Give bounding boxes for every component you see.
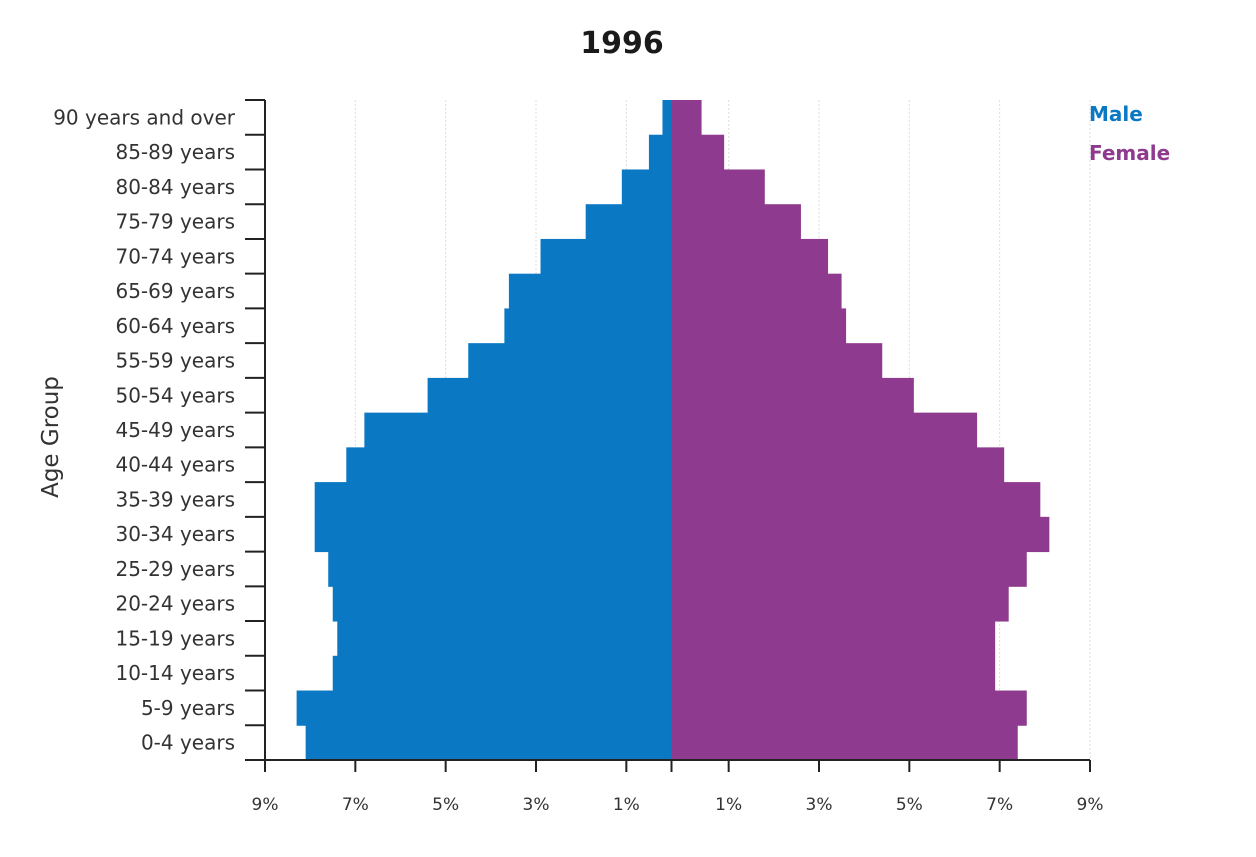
- bar-male-40-44-years: [346, 447, 672, 483]
- y-tick-label: 75-79 years: [115, 210, 235, 234]
- bar-female-70-74-years: [671, 238, 829, 275]
- x-tick-label: 5%: [896, 795, 923, 815]
- bar-male-35-39-years: [314, 482, 672, 518]
- bar-female-75-79-years: [671, 204, 801, 240]
- bar-female-85-89-years: [671, 134, 725, 170]
- bar-male-80-84-years: [621, 169, 672, 205]
- bar-layer: [296, 100, 1050, 761]
- x-tick-label: 3%: [523, 795, 550, 815]
- y-tick-label: 40-44 years: [115, 453, 235, 477]
- y-tick-label: 5-9 years: [141, 696, 235, 720]
- bar-female-55-59-years: [671, 343, 883, 379]
- bar-female-5-9-years: [671, 690, 1027, 726]
- bar-male-0-4-years: [305, 725, 672, 761]
- bar-male-90-years-and-over: [662, 100, 672, 136]
- y-tick-label: 35-39 years: [115, 487, 235, 511]
- bar-female-50-54-years: [671, 377, 914, 414]
- y-tick-label: 30-34 years: [115, 522, 235, 546]
- y-tick-label: 25-29 years: [115, 557, 235, 581]
- bar-male-25-29-years: [328, 551, 672, 587]
- bar-female-20-24-years: [671, 586, 1009, 622]
- bar-male-60-64-years: [504, 308, 672, 344]
- bar-male-85-89-years: [648, 134, 672, 170]
- legend-male: Male: [1089, 102, 1143, 126]
- bar-female-10-14-years: [671, 655, 996, 692]
- legend-female: Female: [1089, 141, 1170, 165]
- y-tick-label: 65-69 years: [115, 279, 235, 303]
- bar-male-5-9-years: [296, 690, 672, 726]
- x-tick-label: 7%: [986, 795, 1013, 815]
- bar-female-45-49-years: [671, 412, 978, 448]
- y-tick-label: 0-4 years: [141, 731, 235, 755]
- bar-female-60-64-years: [671, 308, 847, 344]
- x-tick-label: 9%: [252, 795, 279, 815]
- axis-layer: [245, 99, 1091, 772]
- bar-female-90-years-and-over: [671, 100, 702, 136]
- y-tick-label: 45-49 years: [115, 418, 235, 442]
- bar-female-40-44-years: [671, 447, 1005, 483]
- y-tick-label: 10-14 years: [115, 661, 235, 685]
- bar-female-35-39-years: [671, 482, 1041, 518]
- y-axis-title: Age Group: [38, 376, 64, 498]
- bar-male-65-69-years: [508, 273, 672, 309]
- bar-male-70-74-years: [540, 238, 672, 275]
- bar-male-45-49-years: [364, 412, 672, 448]
- bar-male-30-34-years: [314, 516, 672, 553]
- bar-male-10-14-years: [332, 655, 672, 692]
- bar-male-20-24-years: [332, 586, 672, 622]
- bar-female-80-84-years: [671, 169, 765, 205]
- bar-male-50-54-years: [427, 377, 672, 414]
- bar-male-75-79-years: [585, 204, 672, 240]
- x-tick-label: 1%: [613, 795, 640, 815]
- x-tick-label: 1%: [715, 795, 742, 815]
- y-tick-label: 85-89 years: [115, 140, 235, 164]
- x-tick-label: 7%: [342, 795, 369, 815]
- bar-female-30-34-years: [671, 516, 1050, 553]
- bar-female-65-69-years: [671, 273, 842, 309]
- y-tick-label: 15-19 years: [115, 626, 235, 650]
- chart-title: 1996: [580, 26, 664, 61]
- bar-female-15-19-years: [671, 621, 996, 657]
- bar-female-0-4-years: [671, 725, 1018, 761]
- x-tick-label: 3%: [806, 795, 833, 815]
- x-tick-labels: 9% 7% 5% 3% 1% 1% 3% 5% 7% 9%: [252, 795, 1104, 815]
- y-tick-label: 20-24 years: [115, 592, 235, 616]
- y-tick-label: 80-84 years: [115, 175, 235, 199]
- bar-male-15-19-years: [337, 621, 672, 657]
- y-tick-label: 70-74 years: [115, 244, 235, 268]
- bar-male-55-59-years: [468, 343, 672, 379]
- x-tick-label: 5%: [432, 795, 459, 815]
- y-tick-label: 50-54 years: [115, 383, 235, 407]
- y-tick-labels: 0-4 years 5-9 years 10-14 years 15-19 years…: [53, 105, 236, 754]
- y-tick-label: 90 years and over: [53, 105, 236, 129]
- x-tick-label: 9%: [1077, 795, 1104, 815]
- y-tick-label: 60-64 years: [115, 314, 235, 338]
- legend: Male Female: [1089, 102, 1170, 165]
- bar-female-25-29-years: [671, 551, 1027, 587]
- y-tick-label: 55-59 years: [115, 349, 235, 373]
